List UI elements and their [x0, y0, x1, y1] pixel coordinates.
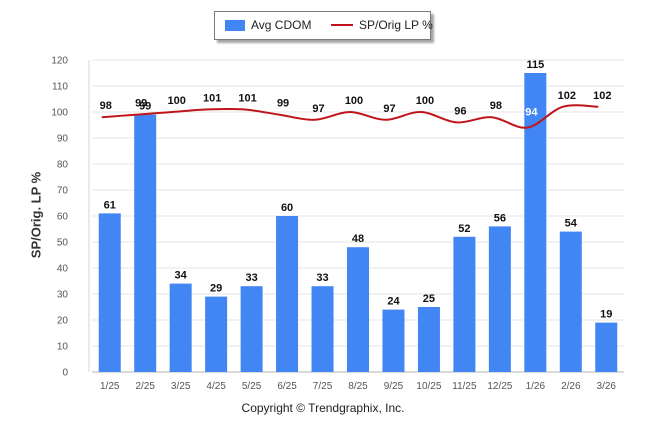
y-tick-label: 110	[52, 82, 68, 93]
line-value-label: 98	[100, 100, 112, 112]
y-tick-label: 100	[51, 108, 68, 119]
x-tick-label: 7/25	[313, 381, 333, 392]
bar-avg-cdom	[311, 286, 334, 372]
bar-value-label: 56	[494, 212, 506, 224]
x-tick-label: 4/25	[206, 381, 226, 392]
x-tick-label: 1/25	[100, 381, 120, 392]
bar-value-label: 24	[387, 296, 400, 308]
line-value-label: 97	[312, 103, 324, 115]
bar-avg-cdom	[382, 309, 405, 372]
line-value-label: 102	[593, 90, 611, 102]
bar-value-label: 54	[565, 218, 578, 230]
x-tick-label: 6/25	[277, 381, 297, 392]
x-tick-label: 2/26	[561, 381, 581, 392]
x-tick-label: 5/25	[242, 381, 262, 392]
bar-value-label: 48	[352, 233, 364, 245]
legend-label-sp-orig-lp: SP/Orig LP %	[359, 18, 433, 32]
x-tick-label: 10/25	[416, 381, 441, 392]
line-value-label: 99	[277, 98, 289, 110]
x-tick-label: 8/25	[348, 381, 368, 392]
legend-swatch-sp-orig-lp	[331, 24, 353, 26]
x-tick-label: 3/26	[597, 381, 617, 392]
x-tick-label: 12/25	[487, 381, 512, 392]
bar-value-label: 19	[600, 309, 612, 321]
y-tick-label: 70	[57, 186, 69, 197]
line-value-label: 98	[490, 100, 502, 112]
bar-avg-cdom	[98, 213, 121, 372]
bar-avg-cdom	[240, 286, 263, 372]
bar-value-label: 33	[316, 272, 328, 284]
bar-avg-cdom	[347, 247, 369, 372]
line-value-label: 100	[167, 95, 185, 107]
bar-avg-cdom	[205, 296, 228, 372]
line-value-label: 101	[238, 92, 256, 104]
bar-avg-cdom	[276, 216, 299, 372]
y-tick-label: 50	[57, 238, 69, 249]
bar-avg-cdom	[417, 307, 440, 372]
y-tick-label: 0	[62, 368, 68, 379]
line-value-label: 100	[416, 95, 434, 107]
x-tick-label: 2/25	[135, 381, 155, 392]
bar-value-label: 52	[458, 223, 470, 235]
x-tick-label: 11/25	[452, 381, 477, 392]
y-tick-label: 30	[57, 290, 69, 301]
line-value-label: 97	[383, 103, 395, 115]
y-tick-label: 120	[51, 56, 68, 67]
bar-value-label: 99	[139, 101, 151, 113]
legend-swatch-avg-cdom	[225, 20, 245, 31]
bar-value-label: 60	[281, 202, 293, 214]
y-tick-label: 60	[57, 212, 69, 223]
y-tick-label: 40	[57, 264, 69, 275]
bar-value-label: 61	[104, 199, 116, 211]
y-tick-label: 20	[57, 316, 69, 327]
bar-avg-cdom	[453, 236, 476, 372]
bar-avg-cdom	[134, 114, 157, 372]
x-tick-label: 9/25	[384, 381, 404, 392]
line-value-label: 96	[454, 105, 466, 117]
copyright-text: Copyright © Trendgraphix, Inc.	[241, 401, 405, 415]
bar-avg-cdom	[169, 283, 192, 372]
line-value-label: 102	[558, 90, 576, 102]
line-value-label: 101	[203, 92, 221, 104]
legend: Avg CDOM SP/Orig LP %	[214, 11, 433, 40]
legend-label-avg-cdom: Avg CDOM	[251, 18, 312, 32]
line-value-label: 99	[135, 98, 147, 110]
bar-avg-cdom	[488, 226, 511, 372]
bar-value-label: 34	[175, 270, 188, 282]
bar-value-label: 29	[210, 283, 222, 295]
y-tick-label: 10	[57, 342, 69, 353]
bar-avg-cdom	[559, 231, 582, 372]
y-axis-label: SP/Orig. LP %	[28, 171, 44, 259]
line-sp-orig-lp	[101, 104, 599, 129]
line-value-label: 94	[525, 107, 538, 119]
bar-avg-cdom	[595, 322, 618, 372]
x-tick-label: 1/26	[526, 381, 546, 392]
bar-value-label: 33	[245, 272, 257, 284]
bar-value-label: 25	[423, 293, 435, 305]
y-tick-label: 80	[57, 160, 69, 171]
bar-avg-cdom	[524, 73, 547, 372]
y-tick-label: 90	[57, 134, 69, 145]
x-tick-label: 3/25	[171, 381, 191, 392]
line-value-label: 100	[345, 95, 363, 107]
bar-value-label: 115	[526, 59, 544, 71]
